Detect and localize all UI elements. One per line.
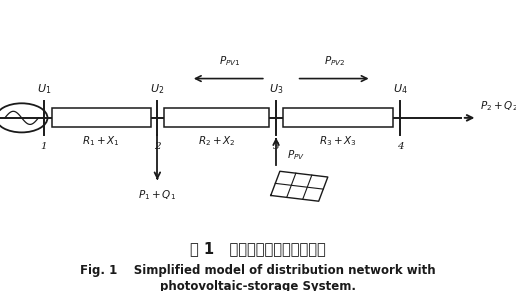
Bar — [52, 109, 151, 127]
Text: 4: 4 — [397, 142, 403, 151]
Text: $U_4$: $U_4$ — [393, 82, 407, 96]
Text: $R_3+X_3$: $R_3+X_3$ — [319, 134, 357, 148]
Text: $P_1+Q_1$: $P_1+Q_1$ — [138, 189, 176, 202]
Text: 1: 1 — [41, 142, 47, 151]
Bar — [164, 109, 269, 127]
Text: 2: 2 — [154, 142, 160, 151]
Text: $R_1+X_1$: $R_1+X_1$ — [82, 134, 120, 148]
Text: $P_{PV}$: $P_{PV}$ — [287, 148, 305, 162]
Text: Fig. 1    Simplified model of distribution network with: Fig. 1 Simplified model of distribution … — [80, 264, 436, 276]
Polygon shape — [271, 171, 328, 201]
Text: $U_3$: $U_3$ — [269, 82, 283, 96]
Text: $U_2$: $U_2$ — [150, 82, 165, 96]
Text: $R_2+X_2$: $R_2+X_2$ — [198, 134, 236, 148]
Text: photovoltaic-storage System.: photovoltaic-storage System. — [160, 280, 356, 291]
Text: 3: 3 — [273, 142, 279, 151]
Text: 图 1   含光储配电系统简化模型: 图 1 含光储配电系统简化模型 — [190, 241, 326, 256]
Text: $P_{PV2}$: $P_{PV2}$ — [324, 54, 345, 68]
Text: $P_{PV1}$: $P_{PV1}$ — [219, 54, 240, 68]
Bar — [283, 109, 393, 127]
Text: $U_1$: $U_1$ — [37, 82, 51, 96]
Text: $P_2+Q_2$: $P_2+Q_2$ — [480, 99, 516, 113]
